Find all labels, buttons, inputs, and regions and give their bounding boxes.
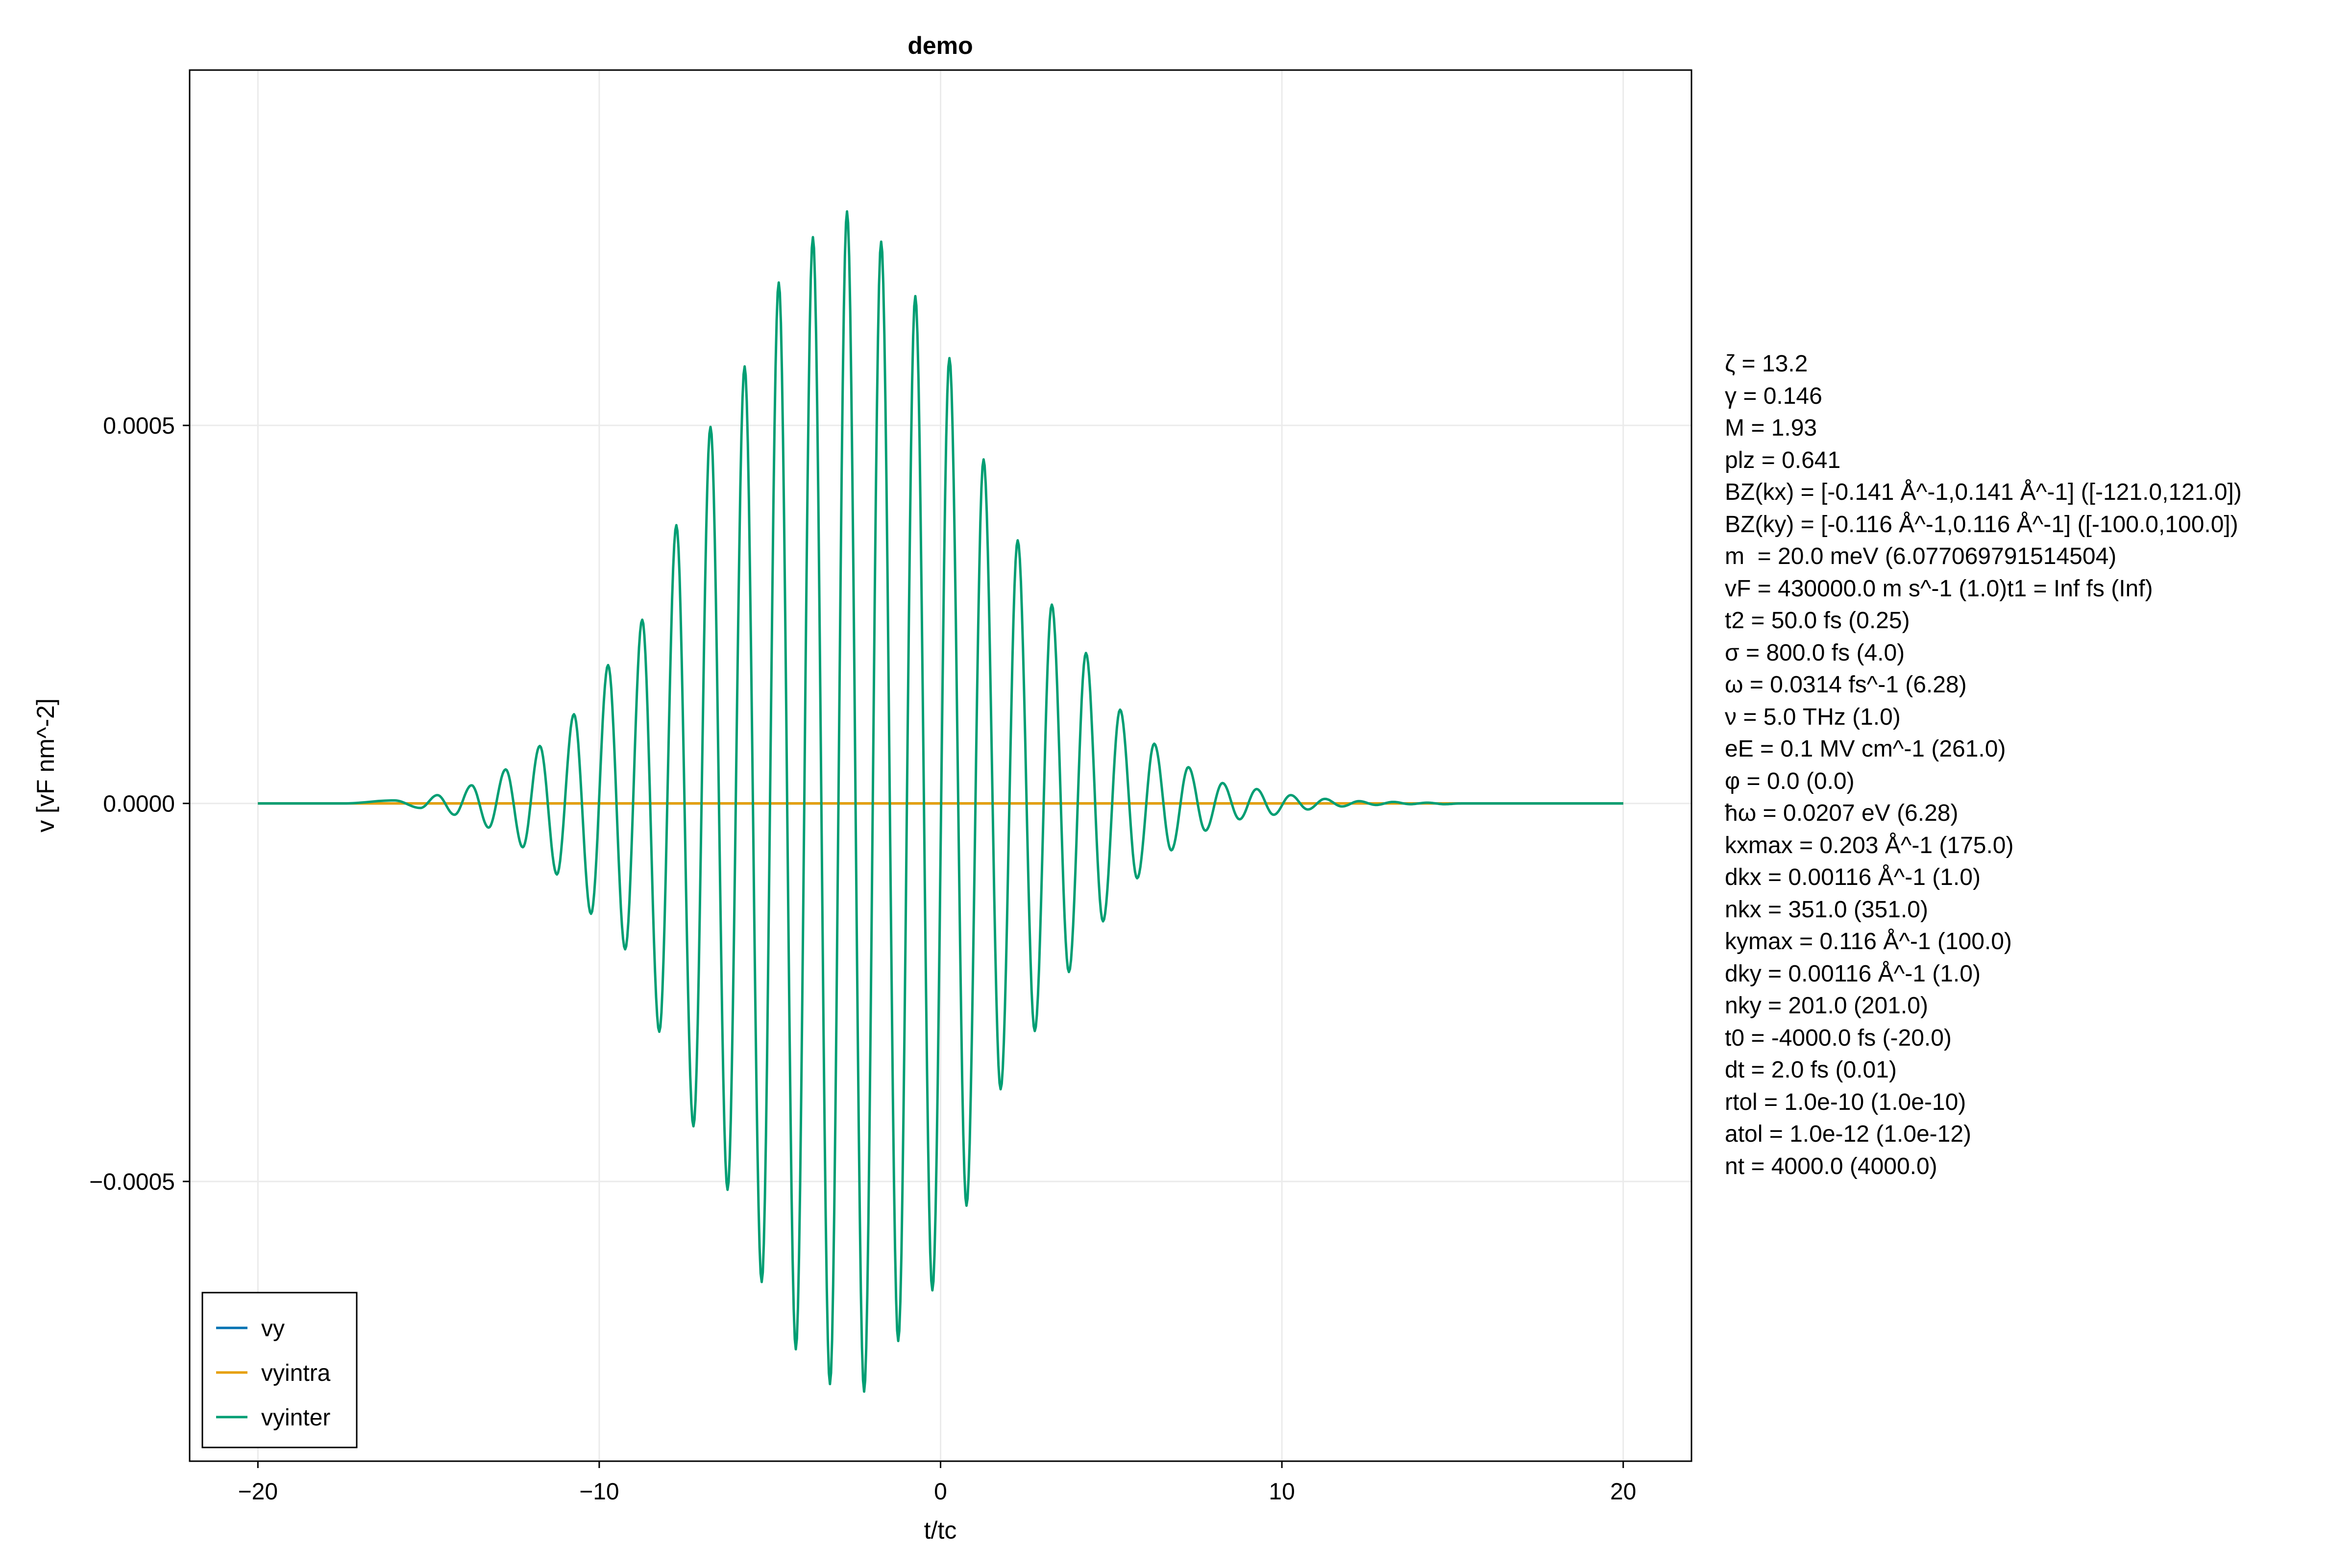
parameter-line: M = 1.93	[1725, 415, 1817, 441]
parameter-line: γ = 0.146	[1725, 383, 1822, 409]
parameter-line: m = 20.0 meV (6.077069791514504)	[1725, 543, 2117, 569]
parameter-line: nt = 4000.0 (4000.0)	[1725, 1153, 1937, 1179]
series-line-vyinter	[258, 210, 1623, 1393]
legend: vy vyintra vyinter	[201, 1292, 358, 1448]
parameter-line: nkx = 351.0 (351.0)	[1725, 896, 1928, 923]
parameter-line: BZ(kx) = [-0.141 Å^-1,0.141 Å^-1] ([-121…	[1725, 479, 2242, 505]
x-tick-label: 20	[1610, 1479, 1636, 1505]
x-tick-label: −10	[579, 1479, 619, 1505]
x-tick-label: 10	[1269, 1479, 1295, 1505]
parameter-line: vF = 430000.0 m s^-1 (1.0)t1 = Inf fs (I…	[1725, 575, 2153, 602]
parameter-line: σ = 800.0 fs (4.0)	[1725, 639, 1905, 666]
y-tick-label: 0.0000	[103, 791, 175, 817]
parameter-line: ω = 0.0314 fs^-1 (6.28)	[1725, 672, 1967, 698]
parameter-line: eE = 0.1 MV cm^-1 (261.0)	[1725, 736, 2006, 762]
legend-label: vyintra	[261, 1360, 331, 1386]
legend-label: vyinter	[261, 1405, 330, 1431]
ticks: −20 −10 0 10 20 −0.0005 0.0000 0.0005	[89, 413, 1636, 1505]
parameter-line: kxmax = 0.203 Å^-1 (175.0)	[1725, 832, 2014, 858]
parameter-line: t2 = 50.0 fs (0.25)	[1725, 608, 1910, 634]
parameter-line: ν = 5.0 THz (1.0)	[1725, 704, 1901, 730]
legend-label: vy	[261, 1316, 285, 1342]
parameter-line: dky = 0.00116 Å^-1 (1.0)	[1725, 960, 1981, 987]
parameter-line: t0 = -4000.0 fs (-20.0)	[1725, 1025, 1952, 1051]
y-tick-label: 0.0005	[103, 413, 175, 439]
parameter-line: BZ(ky) = [-0.116 Å^-1,0.116 Å^-1] ([-100…	[1725, 511, 2238, 538]
parameter-line: atol = 1.0e-12 (1.0e-12)	[1725, 1121, 1971, 1147]
y-axis-label: v [vF nm^-2]	[32, 698, 59, 833]
legend-box	[201, 1292, 358, 1448]
parameter-line: plz = 0.641	[1725, 447, 1841, 473]
parameter-line: ζ = 13.2	[1725, 351, 1808, 377]
chart-title: demo	[907, 32, 973, 59]
parameter-list: ζ = 13.2 γ = 0.146 M = 1.93 plz = 0.641 BZ(k…	[1725, 348, 2242, 1182]
x-tick-label: 0	[934, 1479, 947, 1505]
series-layer	[258, 210, 1623, 1393]
parameter-line: kymax = 0.116 Å^-1 (100.0)	[1725, 929, 2012, 955]
y-tick-label: −0.0005	[89, 1169, 175, 1195]
parameter-line: dt = 2.0 fs (0.01)	[1725, 1057, 1897, 1083]
parameter-line: dkx = 0.00116 Å^-1 (1.0)	[1725, 864, 1981, 890]
parameter-line: φ = 0.0 (0.0)	[1725, 768, 1855, 794]
x-tick-label: −20	[238, 1479, 278, 1505]
parameter-line: nky = 201.0 (201.0)	[1725, 993, 1928, 1019]
x-axis-label: t/tc	[924, 1517, 957, 1544]
parameter-line: rtol = 1.0e-10 (1.0e-10)	[1725, 1089, 1966, 1115]
parameter-line: ħω = 0.0207 eV (6.28)	[1725, 800, 1959, 826]
